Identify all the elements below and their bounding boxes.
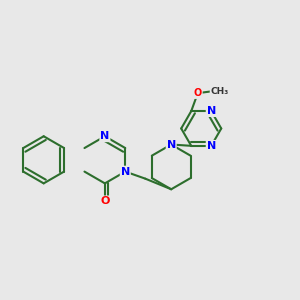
Text: N: N xyxy=(167,140,176,149)
Text: N: N xyxy=(207,141,216,151)
Text: O: O xyxy=(100,196,110,206)
Text: O: O xyxy=(194,88,202,98)
Text: N: N xyxy=(100,131,110,141)
Text: N: N xyxy=(207,106,216,116)
Text: N: N xyxy=(121,167,130,177)
Text: CH₃: CH₃ xyxy=(210,87,229,96)
